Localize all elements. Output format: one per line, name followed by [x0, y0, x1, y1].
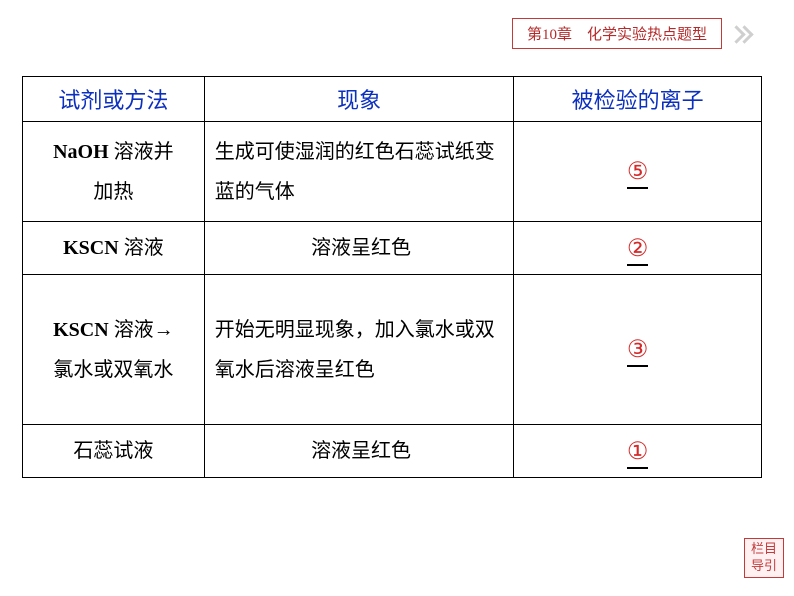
header-method: 试剂或方法	[23, 77, 205, 122]
cell-ion: ②	[514, 222, 762, 275]
nav-line1: 栏目	[745, 541, 783, 558]
table-header-row: 试剂或方法 现象 被检验的离子	[23, 77, 762, 122]
ion-mark: ②	[627, 234, 649, 263]
cell-ion: ①	[514, 425, 762, 478]
cell-phenomenon: 溶液呈红色	[204, 222, 514, 275]
cell-method: KSCN 溶液→氯水或双氧水	[23, 275, 205, 425]
cell-phenomenon: 开始无明显现象，加入氯水或双氧水后溶液呈红色	[204, 275, 514, 425]
chapter-header: 第10章 化学实验热点题型	[512, 18, 754, 49]
header-ion: 被检验的离子	[514, 77, 762, 122]
cell-phenomenon: 溶液呈红色	[204, 425, 514, 478]
table-row: KSCN 溶液→氯水或双氧水开始无明显现象，加入氯水或双氧水后溶液呈红色 ③	[23, 275, 762, 425]
ion-mark: ①	[627, 437, 649, 466]
cell-ion: ⑤	[514, 122, 762, 222]
nav-line2: 导引	[745, 558, 783, 575]
cell-method: NaOH 溶液并加热	[23, 122, 205, 222]
ion-mark: ③	[627, 335, 649, 364]
nav-badge[interactable]: 栏目 导引	[744, 538, 784, 578]
ion-mark: ⑤	[627, 157, 649, 186]
ion-test-table: 试剂或方法 现象 被检验的离子 NaOH 溶液并加热生成可使湿润的红色石蕊试纸变…	[22, 76, 762, 478]
table-row: KSCN 溶液溶液呈红色 ②	[23, 222, 762, 275]
cell-method: KSCN 溶液	[23, 222, 205, 275]
header-phenomenon: 现象	[204, 77, 514, 122]
table-row: 石蕊试液溶液呈红色 ①	[23, 425, 762, 478]
cell-ion: ③	[514, 275, 762, 425]
chapter-label: 第10章 化学实验热点题型	[512, 18, 722, 49]
table-row: NaOH 溶液并加热生成可使湿润的红色石蕊试纸变蓝的气体 ⑤	[23, 122, 762, 222]
chevron-right-icon	[728, 21, 754, 47]
cell-method: 石蕊试液	[23, 425, 205, 478]
table: 试剂或方法 现象 被检验的离子 NaOH 溶液并加热生成可使湿润的红色石蕊试纸变…	[22, 76, 762, 478]
cell-phenomenon: 生成可使湿润的红色石蕊试纸变蓝的气体	[204, 122, 514, 222]
